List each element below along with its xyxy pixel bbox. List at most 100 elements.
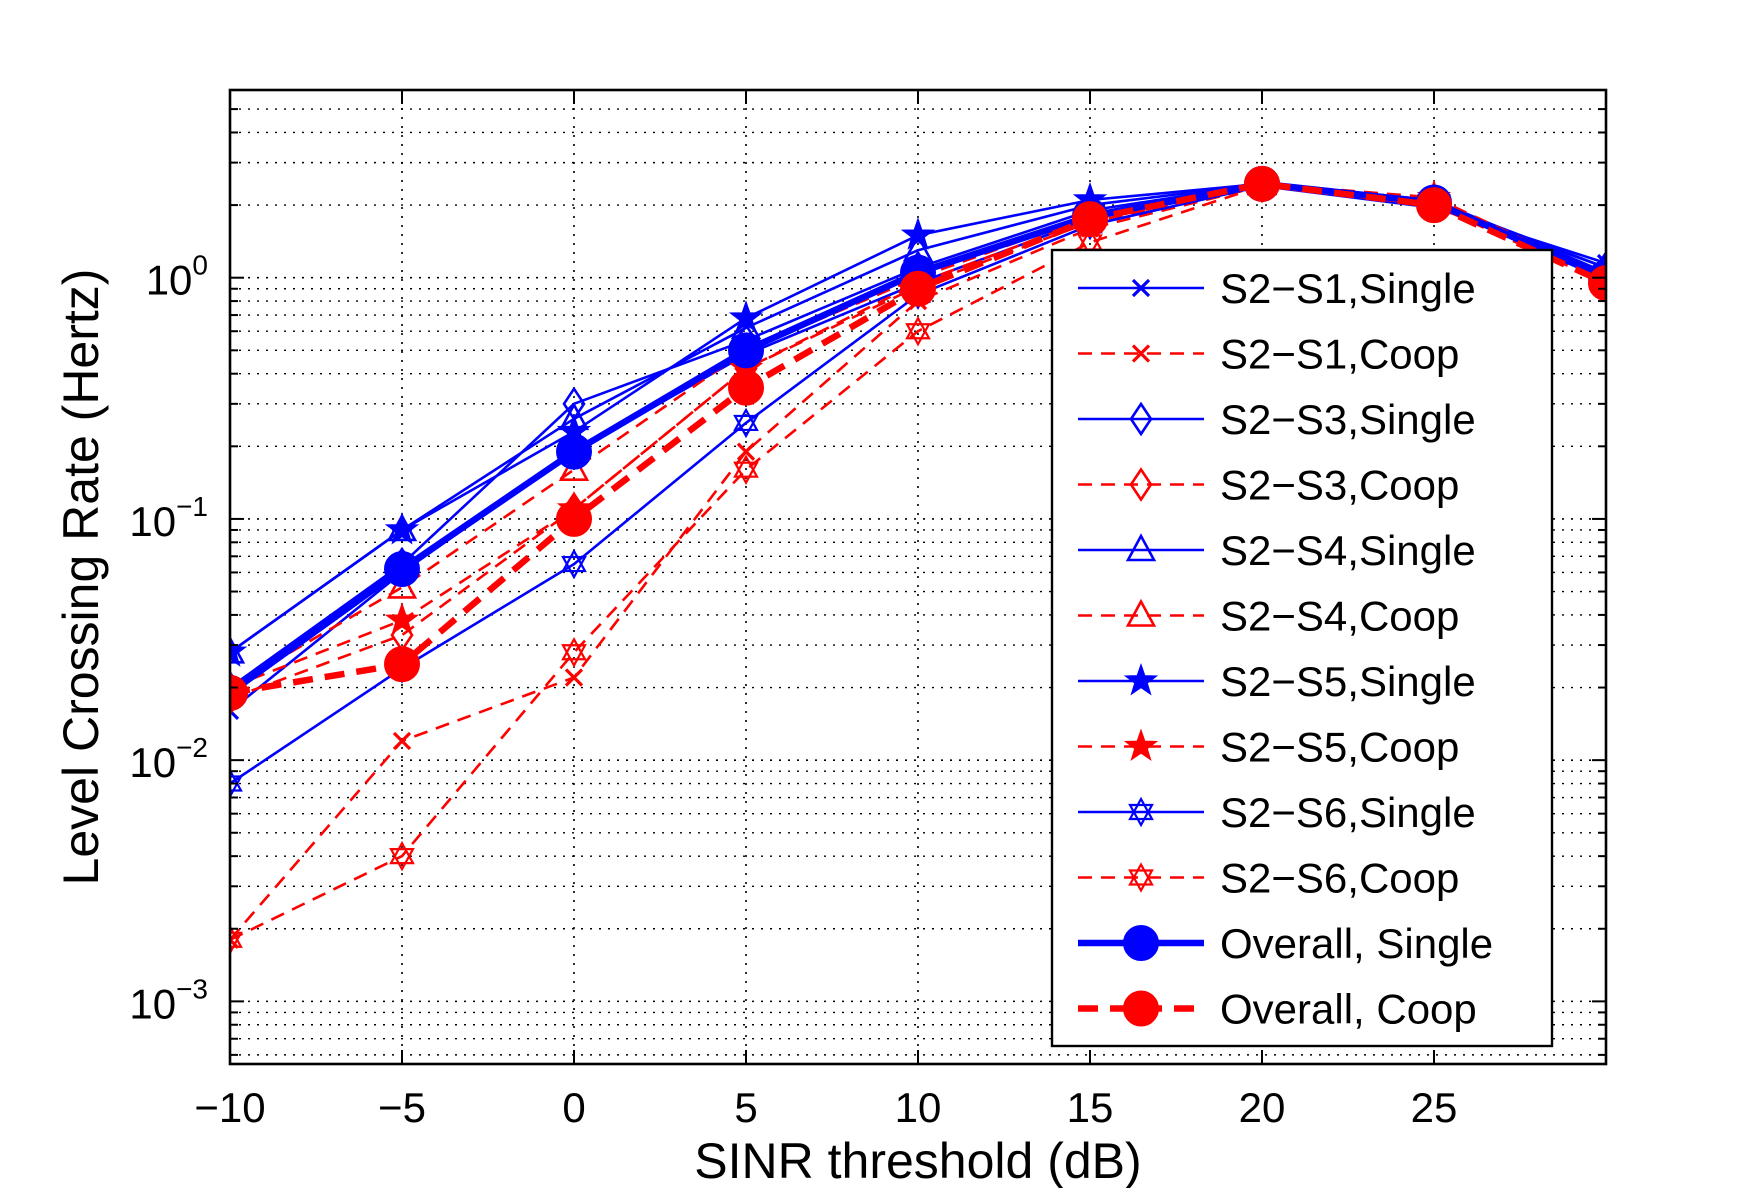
legend-label: S2−S1,Coop xyxy=(1220,331,1459,378)
hexagram-marker xyxy=(230,924,243,948)
legend-entry: S2−S1,Coop xyxy=(1078,331,1459,378)
x-marker xyxy=(392,731,412,751)
hexagram-marker xyxy=(230,768,243,792)
series-line xyxy=(230,182,1606,689)
legend-label: S2−S3,Coop xyxy=(1220,462,1459,509)
y-tick-label: 10−3 xyxy=(129,973,208,1027)
star-marker xyxy=(230,634,248,667)
legend-entry: Overall, Single xyxy=(1078,920,1493,967)
axis-ticks xyxy=(229,90,1607,1064)
legend-label: Overall, Single xyxy=(1220,920,1493,967)
star-marker xyxy=(384,511,420,545)
circle-marker xyxy=(1588,265,1606,302)
legend-entry: S2−S4,Single xyxy=(1078,527,1476,574)
legend-entry: S2−S3,Coop xyxy=(1078,462,1459,509)
triangle-marker xyxy=(1125,533,1157,562)
circle-marker xyxy=(1123,925,1159,961)
x-tick-label: 15 xyxy=(1067,1084,1114,1131)
triangle-marker xyxy=(1125,598,1157,627)
hexagram-marker xyxy=(230,775,243,799)
x-tick-label: 20 xyxy=(1239,1084,1286,1131)
circle-marker xyxy=(556,500,592,537)
y-tick-exponent: −2 xyxy=(176,732,208,763)
hexagram-marker xyxy=(1128,796,1154,821)
circle-marker xyxy=(384,646,420,683)
hexagram-marker xyxy=(389,848,415,872)
legend-label: S2−S4,Single xyxy=(1220,527,1476,574)
hexagram-marker xyxy=(561,548,587,573)
legend-entry: S2−S5,Coop xyxy=(1078,724,1459,771)
legend-entry: S2−S6,Coop xyxy=(1078,855,1459,902)
x-tick-label: −5 xyxy=(378,1084,426,1131)
series-group xyxy=(230,165,1606,956)
diamond-marker xyxy=(1129,401,1153,437)
circle-marker xyxy=(728,332,764,369)
y-tick-exponent: −3 xyxy=(176,973,208,1004)
star-marker xyxy=(1123,728,1159,762)
circle-marker xyxy=(1123,990,1159,1027)
legend-box xyxy=(1050,248,1554,1048)
legend-label: S2−S1,Single xyxy=(1220,265,1476,312)
y-tick-label: 10−2 xyxy=(129,732,208,786)
y-tick-exponent: 0 xyxy=(192,250,208,281)
circle-marker xyxy=(230,674,248,711)
legend-label: S2−S4,Coop xyxy=(1220,593,1459,640)
x-tick-label: 10 xyxy=(895,1084,942,1131)
hexagram-marker xyxy=(733,407,759,432)
circle-marker xyxy=(384,551,420,588)
y-tick-base: 10 xyxy=(129,980,176,1027)
hexagram-marker xyxy=(230,931,243,956)
x-axis-title: SINR threshold (dB) xyxy=(694,1133,1141,1188)
x-marker xyxy=(1131,344,1151,363)
circle-marker xyxy=(1072,201,1108,238)
circle-marker xyxy=(556,433,592,470)
x-tick-label: 5 xyxy=(734,1084,757,1131)
x-tick-label: 0 xyxy=(562,1084,585,1131)
circle-marker xyxy=(900,270,936,307)
star-marker xyxy=(728,300,764,333)
hexagram-marker xyxy=(561,555,587,580)
series-line xyxy=(230,184,1606,941)
legend-entry: S2−S6,Single xyxy=(1078,789,1476,836)
y-tick-label: 10−1 xyxy=(129,491,208,545)
legend-label: S2−S5,Coop xyxy=(1220,724,1459,771)
x-tick-label: 25 xyxy=(1411,1084,1458,1131)
hexagram-marker xyxy=(1128,862,1154,886)
diamond-marker xyxy=(1129,467,1153,502)
hexagram-marker xyxy=(389,840,415,865)
circle-marker xyxy=(1416,187,1452,224)
legend-entry: S2−S4,Coop xyxy=(1078,593,1459,640)
star-marker xyxy=(900,217,936,250)
legend-label: S2−S3,Single xyxy=(1220,396,1476,443)
legend-label: S2−S6,Coop xyxy=(1220,855,1459,902)
x-marker xyxy=(1131,278,1151,298)
y-tick-base: 10 xyxy=(146,257,193,304)
y-tick-exponent: −1 xyxy=(176,491,208,522)
series-overall-coop xyxy=(230,165,1606,711)
legend-label: S2−S6,Single xyxy=(1220,789,1476,836)
legend-label: S2−S5,Single xyxy=(1220,658,1476,705)
hexagram-marker xyxy=(561,644,587,668)
star-marker xyxy=(1123,662,1159,696)
star-marker xyxy=(384,602,420,635)
y-tick-base: 10 xyxy=(129,739,176,786)
x-marker xyxy=(736,442,756,461)
legend-entry: S2−S3,Single xyxy=(1078,396,1476,443)
hexagram-marker xyxy=(1128,803,1154,828)
circle-marker xyxy=(1244,165,1280,202)
x-tick-labels: −10 −5 0 5 10 15 20 25 xyxy=(194,1084,1457,1131)
hexagram-marker xyxy=(1128,869,1154,893)
y-axis-title: Level Crossing Rate (Hertz) xyxy=(53,269,109,886)
hexagram-marker xyxy=(561,637,587,661)
legend-entry: Overall, Coop xyxy=(1078,986,1477,1033)
legend-entry: S2−S1,Single xyxy=(1078,265,1476,312)
x-marker xyxy=(564,668,584,687)
hexagram-marker xyxy=(905,323,931,347)
hexagram-marker xyxy=(905,315,931,340)
legend: S2−S1,Single S2−S1,Coop S2−S3,Single S2−S3,… xyxy=(1050,248,1554,1048)
y-tick-label: 100 xyxy=(146,250,208,304)
circle-marker xyxy=(728,369,764,406)
hexagram-marker xyxy=(733,461,759,485)
legend-entry: S2−S5,Single xyxy=(1078,658,1476,705)
